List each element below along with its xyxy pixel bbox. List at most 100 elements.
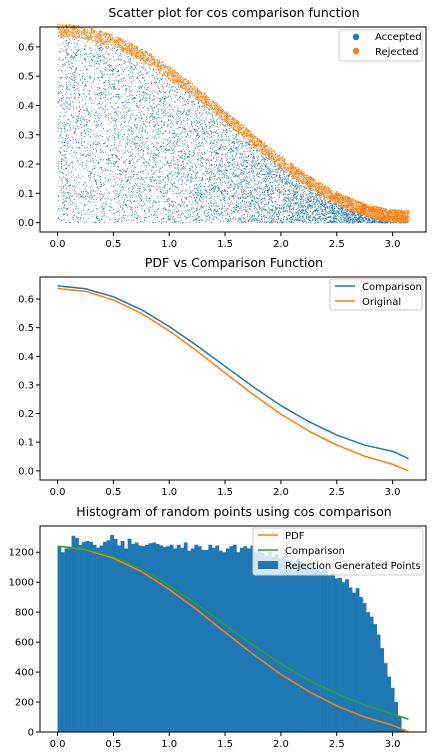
y-tick-label: 0.6 — [18, 295, 34, 306]
line-legend: Comparison Original — [329, 278, 423, 311]
histogram-bar — [278, 558, 283, 732]
histogram-bar — [176, 544, 181, 732]
histogram-plot-area — [57, 534, 409, 733]
histogram-bar — [120, 540, 125, 732]
y-tick-label: 600 — [15, 638, 34, 649]
x-tick-label: 2.0 — [273, 487, 289, 498]
histogram-axis-ticks: 0.0 0.5 1.0 1.5 2.0 2.5 3.0 0 200 400 600 800 1000 12… — [9, 548, 401, 750]
histogram-title: Histogram of random points using cos com… — [76, 504, 391, 519]
x-tick-label: 0.5 — [105, 739, 121, 750]
x-tick-label: 1.5 — [217, 487, 233, 498]
x-tick-label: 2.0 — [273, 239, 289, 250]
histogram-bar — [138, 545, 143, 732]
histogram-bar — [71, 535, 76, 732]
histogram-bar — [348, 587, 353, 732]
legend-label-rejected: Rejected — [375, 47, 419, 58]
histogram-bar — [397, 717, 402, 732]
histogram-bar — [327, 575, 332, 732]
histogram-panel: Histogram of random points using cos com… — [9, 504, 427, 750]
histogram-bar — [320, 571, 325, 732]
histogram-bar — [232, 544, 237, 732]
histogram-bar — [271, 556, 276, 732]
y-tick-label: 0.0 — [18, 218, 34, 229]
line-axis-ticks: 0.0 0.5 1.0 1.5 2.0 2.5 3.0 0.0 0.1 0.2 0.3 0.4 0.5 0… — [18, 295, 400, 498]
y-tick-label: 0 — [28, 728, 34, 739]
scatter-legend-box — [338, 29, 423, 62]
histogram-bar — [183, 542, 188, 732]
legend-marker-accepted — [352, 33, 360, 41]
histogram-bar — [229, 546, 234, 732]
histogram-bar — [113, 538, 118, 732]
histogram-frame — [39, 525, 427, 733]
x-tick-label: 1.0 — [161, 487, 177, 498]
histogram-bar — [390, 687, 395, 732]
x-tick-label: 3.0 — [385, 487, 401, 498]
scatter-title: Scatter plot for cos comparison function — [108, 5, 359, 20]
histogram-bar — [187, 550, 192, 732]
histogram-bar — [180, 547, 185, 732]
histogram-bar — [313, 567, 318, 732]
line-series-original — [57, 287, 409, 472]
histogram-bar — [341, 582, 346, 732]
histogram-bar — [306, 567, 311, 732]
histogram-bar — [352, 592, 356, 732]
y-tick-label: 0.1 — [18, 189, 34, 200]
histogram-bar — [197, 546, 202, 732]
x-tick-label: 0.0 — [50, 739, 66, 750]
scatter-panel: Scatter plot for cos comparison function… — [18, 5, 427, 250]
histogram-bar — [334, 578, 339, 732]
line-series-comparison — [57, 285, 409, 460]
histogram-bar — [373, 624, 377, 732]
legend-label-bars: Rejection Generated Points — [285, 561, 421, 572]
histogram-bar — [366, 612, 370, 732]
histogram-bar — [194, 544, 199, 732]
line-title: PDF vs Comparison Function — [145, 255, 323, 270]
y-tick-label: 400 — [15, 668, 34, 679]
histogram-bar — [215, 545, 220, 732]
line-frame — [39, 276, 427, 481]
histogram-bar — [106, 540, 111, 732]
histogram-bar — [225, 548, 230, 732]
histogram-bar — [92, 544, 97, 732]
histogram-bar — [239, 547, 244, 732]
histogram-bar — [103, 541, 107, 732]
histogram-bar — [78, 544, 83, 732]
x-tick-label: 0.0 — [50, 239, 66, 250]
histogram-bar — [380, 648, 384, 732]
x-tick-label: 2.5 — [329, 239, 345, 250]
y-tick-label: 0.5 — [18, 72, 34, 83]
histogram-bar — [82, 541, 86, 732]
y-tick-label: 0.3 — [18, 380, 34, 391]
scatter-points-accepted — [57, 36, 404, 224]
histogram-bar — [57, 546, 62, 732]
histogram-bar — [267, 551, 272, 732]
histogram-bar — [289, 560, 293, 732]
histogram-bar — [299, 561, 304, 732]
histogram-bar — [169, 544, 174, 732]
histogram-bar — [134, 542, 139, 732]
histogram-bar — [173, 548, 178, 732]
histogram-bar — [355, 588, 360, 732]
scatter-frame — [39, 26, 427, 233]
histogram-bar — [401, 729, 406, 732]
y-tick-label: 200 — [15, 698, 34, 709]
histogram-bar — [296, 558, 300, 732]
histogram-bar — [376, 634, 381, 732]
histogram-bar — [96, 547, 100, 732]
histogram-bar — [159, 545, 164, 732]
histogram-bar — [127, 538, 132, 732]
histogram-bar — [292, 564, 297, 732]
histogram-legend-box — [252, 527, 424, 576]
histogram-bar — [148, 543, 153, 732]
y-tick-label: 0.3 — [18, 130, 34, 141]
histogram-bar — [201, 549, 206, 732]
histogram-bar — [75, 537, 79, 732]
y-tick-label: 0.2 — [18, 409, 34, 420]
histogram-bar — [303, 566, 307, 732]
x-tick-label: 2.5 — [329, 487, 345, 498]
histogram-bar — [117, 545, 121, 732]
histogram-bar — [211, 547, 216, 732]
histogram-bar — [99, 545, 104, 732]
x-tick-label: 1.5 — [217, 239, 233, 250]
